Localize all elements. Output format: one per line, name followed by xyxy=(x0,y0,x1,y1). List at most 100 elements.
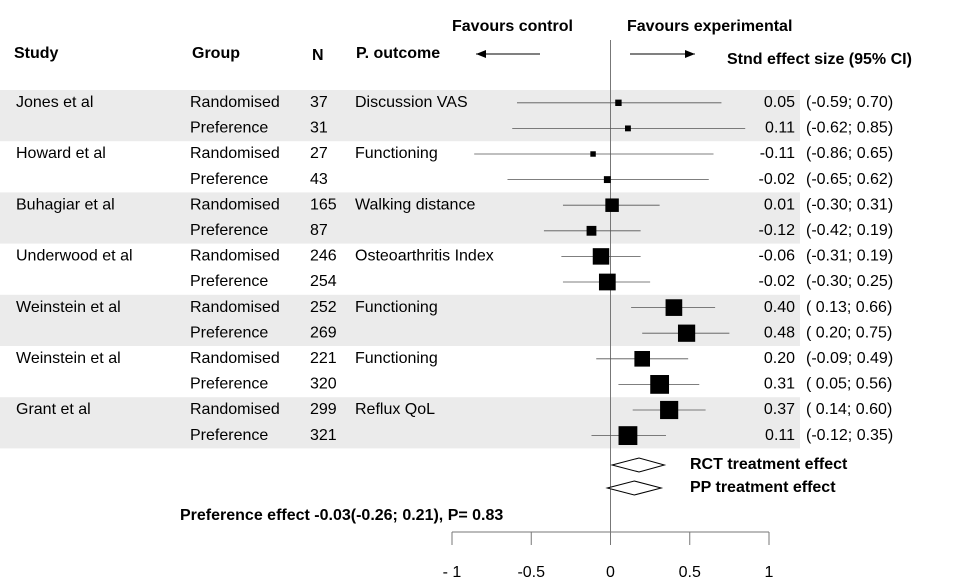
group: Preference xyxy=(190,427,268,444)
group: Randomised xyxy=(190,94,280,111)
summary-diamond xyxy=(605,480,664,496)
estimate-box xyxy=(615,99,622,106)
estimate-box xyxy=(598,273,616,291)
ci-label: (-0.42; 0.19) xyxy=(806,222,893,239)
n: 87 xyxy=(310,222,328,239)
estimate-box xyxy=(605,198,619,212)
header: N xyxy=(312,47,324,64)
ci-label: ( 0.05; 0.56) xyxy=(806,376,892,393)
group: Preference xyxy=(190,273,268,290)
estimate-label: 0.11 xyxy=(765,120,795,137)
group: Randomised xyxy=(190,145,280,162)
n: 252 xyxy=(310,299,337,316)
estimate-box xyxy=(603,176,611,184)
row-band xyxy=(0,90,800,142)
x-tick-label: 0.5 xyxy=(679,564,701,579)
group: Randomised xyxy=(190,350,280,367)
x-tick-label: - 1 xyxy=(443,564,462,579)
n: 299 xyxy=(310,401,337,418)
n: 37 xyxy=(310,94,328,111)
estimate-label: 0.01 xyxy=(764,196,795,213)
summary-label: RCT treatment effect xyxy=(690,456,848,473)
group: Randomised xyxy=(190,401,280,418)
ci-label: (-0.12; 0.35) xyxy=(806,427,893,444)
estimate-box xyxy=(665,299,683,316)
estimate-box xyxy=(660,400,679,420)
estimate-box xyxy=(592,248,610,265)
estimate-box xyxy=(618,426,638,446)
estimate-label: 0.31 xyxy=(764,376,795,393)
ci-label: (-0.62; 0.85) xyxy=(806,120,893,137)
favours-left: Favours control xyxy=(452,18,573,35)
ci-label: (-0.31; 0.19) xyxy=(806,248,893,265)
estimate-box xyxy=(590,151,596,157)
study-name: Grant et al xyxy=(16,401,91,418)
group: Preference xyxy=(190,120,268,137)
favours-right: Favours experimental xyxy=(627,18,792,35)
annotation: Preference effect -0.03(-0.26; 0.21), P=… xyxy=(180,507,503,524)
n: 321 xyxy=(310,427,337,444)
outcome: Functioning xyxy=(355,145,438,162)
estimate-box xyxy=(677,324,696,342)
outcome: Reflux QoL xyxy=(355,401,435,418)
estimate-label: 0.11 xyxy=(765,427,795,444)
n: 254 xyxy=(310,273,337,290)
n: 31 xyxy=(310,120,328,137)
x-tick-label: -0.5 xyxy=(517,564,545,579)
header: Stnd effect size (95% CI) xyxy=(727,51,912,68)
outcome: Functioning xyxy=(355,350,438,367)
n: 246 xyxy=(310,248,337,265)
n: 27 xyxy=(310,145,328,162)
ci-label: ( 0.14; 0.60) xyxy=(806,401,892,418)
group: Randomised xyxy=(190,299,280,316)
header: Study xyxy=(14,45,59,62)
n: 43 xyxy=(310,171,328,188)
group: Preference xyxy=(190,222,268,239)
n: 320 xyxy=(310,376,337,393)
outcome: Discussion VAS xyxy=(355,94,468,111)
estimate-box xyxy=(634,350,651,367)
study-name: Underwood et al xyxy=(16,248,133,265)
n: 269 xyxy=(310,324,337,341)
group: Randomised xyxy=(190,196,280,213)
n: 221 xyxy=(310,350,337,367)
n: 165 xyxy=(310,196,337,213)
estimate-label: 0.20 xyxy=(764,350,795,367)
estimate-label: -0.11 xyxy=(760,145,795,162)
outcome: Walking distance xyxy=(355,196,475,213)
header: P. outcome xyxy=(356,45,440,62)
estimate-box xyxy=(586,225,597,236)
estimate-label: 0.40 xyxy=(764,299,795,316)
ci-label: (-0.65; 0.62) xyxy=(806,171,893,188)
header: Group xyxy=(192,45,240,62)
ci-label: (-0.09; 0.49) xyxy=(806,350,893,367)
ci-label: ( 0.13; 0.66) xyxy=(806,299,892,316)
estimate-label: 0.05 xyxy=(764,94,795,111)
summary-label: PP treatment effect xyxy=(690,479,836,496)
group: Preference xyxy=(190,376,268,393)
ci-label: (-0.30; 0.25) xyxy=(806,273,893,290)
estimate-label: -0.02 xyxy=(759,273,796,290)
group: Randomised xyxy=(190,248,280,265)
x-tick-label: 0 xyxy=(606,564,615,579)
estimate-label: 0.37 xyxy=(764,401,795,418)
study-name: Buhagiar et al xyxy=(16,196,115,213)
estimate-label: -0.06 xyxy=(759,248,796,265)
ci-label: (-0.86; 0.65) xyxy=(806,145,893,162)
ci-label: (-0.59; 0.70) xyxy=(806,94,893,111)
x-tick-label: 1 xyxy=(765,564,774,579)
outcome: Functioning xyxy=(355,299,438,316)
study-name: Weinstein et al xyxy=(16,350,121,367)
outcome: Osteoarthritis Index xyxy=(355,248,494,265)
ci-label: ( 0.20; 0.75) xyxy=(806,324,892,341)
summary-diamond xyxy=(610,457,667,473)
group: Preference xyxy=(190,171,268,188)
arrow-head xyxy=(476,50,486,58)
study-name: Howard et al xyxy=(16,145,106,162)
estimate-label: -0.02 xyxy=(759,171,796,188)
estimate-box xyxy=(625,125,631,132)
study-name: Weinstein et al xyxy=(16,299,121,316)
row-band xyxy=(0,192,800,244)
study-name: Jones et al xyxy=(16,94,93,111)
